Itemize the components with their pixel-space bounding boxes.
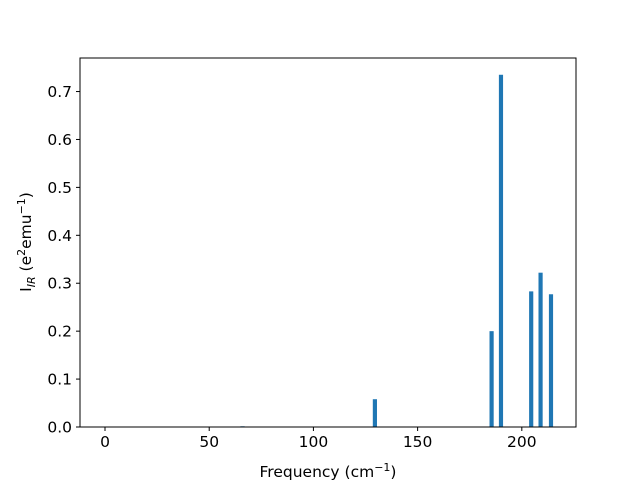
y-tick-label-3: 0.3 [47, 275, 72, 293]
y-tick-label-7: 0.7 [47, 83, 72, 101]
x-axis-label-sup: −1 [374, 461, 390, 474]
bars-group [102, 74, 554, 428]
x-tick-label-0: 0 [100, 433, 110, 451]
y-tick-label-0: 0.0 [47, 419, 72, 437]
bar-7 [548, 294, 554, 427]
y-axis-label-main: I [17, 287, 35, 292]
y-tick-label-4: 0.4 [47, 227, 72, 245]
y-axis-label: IIR (e2emu−1) [15, 192, 38, 292]
y-axis-label-mid2: emu [17, 214, 35, 248]
bar-3 [489, 331, 494, 427]
bar-5 [529, 291, 534, 427]
bar-2 [372, 399, 377, 427]
bar-4 [498, 74, 504, 428]
x-axis-label-tail: ) [390, 463, 396, 480]
y-axis-label-mid: (e [17, 256, 35, 277]
x-tick-label-1: 50 [199, 433, 219, 451]
x-tick-label-3: 150 [403, 433, 433, 451]
x-axis-label-main: Frequency (cm [260, 463, 375, 480]
bar-6 [538, 272, 543, 427]
x-tick-label-4: 200 [507, 433, 537, 451]
y-axis-label-sub: IR [25, 276, 38, 287]
y-tick-label-1: 0.1 [47, 371, 72, 389]
y-tick-label-5: 0.5 [47, 179, 72, 197]
y-tick-label-6: 0.6 [47, 131, 72, 149]
y-axis-label-sup1: 2 [15, 249, 28, 256]
y-axis-ticks: 0.0 0.1 0.2 0.3 0.4 0.5 0.6 0.7 [47, 83, 80, 437]
y-axis-label-tail: ) [17, 192, 35, 198]
y-axis-label-sup2: −1 [15, 198, 28, 214]
plot-frame [79, 57, 577, 428]
x-axis-label: Frequency (cm−1) [260, 461, 397, 480]
x-axis-ticks: 0 50 100 150 200 [100, 427, 537, 451]
x-tick-label-2: 100 [299, 433, 329, 451]
y-tick-label-2: 0.2 [47, 323, 72, 341]
